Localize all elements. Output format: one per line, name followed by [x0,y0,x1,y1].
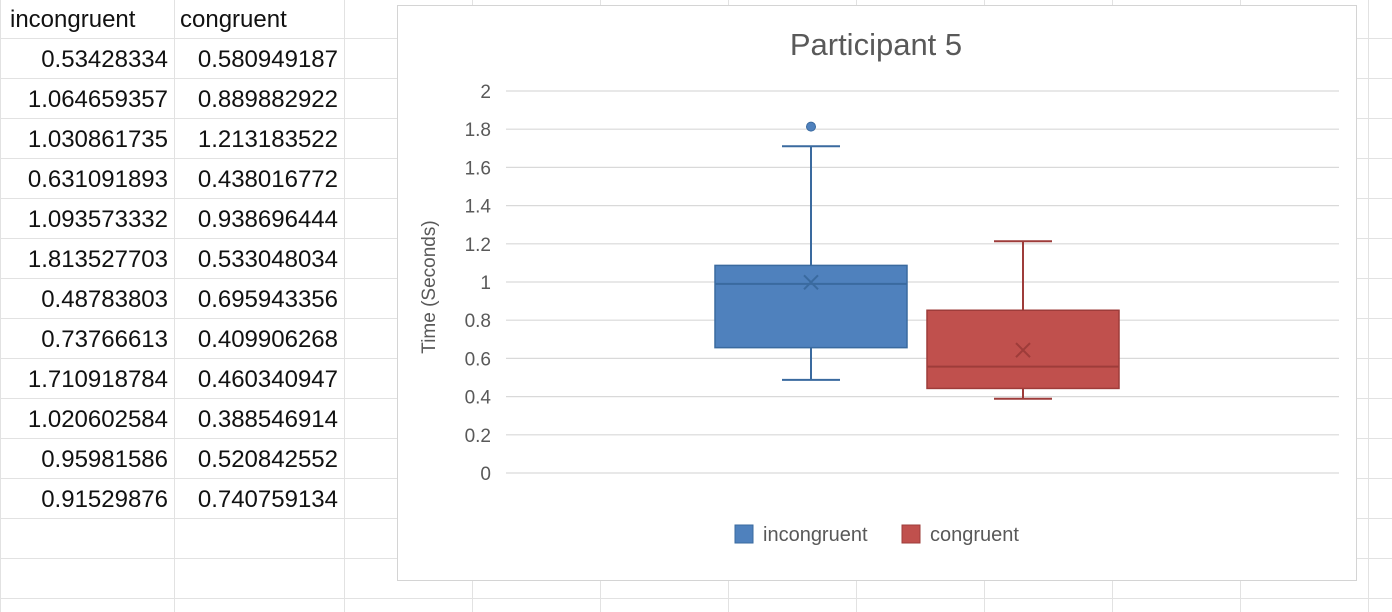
cell-congruent[interactable]: 0.938696444 [197,206,338,233]
y-tick-label: 1.4 [465,197,492,218]
outlier-point [806,121,816,132]
cell-congruent[interactable]: 0.533048034 [197,246,338,273]
box-incongruent [714,264,908,349]
column-header-incongruent[interactable]: incongruent [10,6,136,33]
box-plot-chart: Participant 5 Time (Seconds) 00.20.40.60… [419,27,1339,546]
cell-congruent[interactable]: 0.460340947 [197,366,338,393]
cell-congruent[interactable]: 0.409906268 [197,326,338,353]
cell-incongruent[interactable]: 1.030861735 [27,126,168,153]
cell-congruent[interactable]: 0.740759134 [197,486,338,513]
cell-incongruent[interactable]: 0.91529876 [41,486,168,513]
cell-incongruent[interactable]: 0.53428334 [41,46,168,73]
cell-congruent[interactable]: 0.889882922 [197,86,338,113]
cell-congruent[interactable]: 0.520842552 [197,446,338,473]
legend-swatch-incongruent [734,524,754,544]
cell-incongruent[interactable]: 0.631091893 [27,166,168,193]
cell-congruent[interactable]: 1.213183522 [197,126,338,153]
mean-marker-stroke [1015,342,1031,358]
cell-congruent[interactable]: 0.438016772 [197,166,338,193]
y-tick-label: 1.8 [465,120,491,141]
cell-incongruent[interactable]: 1.064659357 [27,86,168,113]
column-header-congruent[interactable]: congruent [180,6,287,33]
cell-incongruent[interactable]: 0.95981586 [41,446,168,473]
y-tick-label: 0.4 [465,388,492,409]
chart-container[interactable]: Participant 5 Time (Seconds) 0 0.2 0.4 0.6 0… [397,5,1357,581]
cell-congruent[interactable]: 0.695943356 [197,286,338,313]
legend-label-congruent: congruent [930,524,1019,546]
cell-incongruent[interactable]: 1.710918784 [27,366,168,393]
y-tick-label: 0.6 [465,349,491,370]
plot-area: 0 0.2 0.4 0.6 0.8 1 1.2 1.4 1.6 1.8 2 [465,82,1339,485]
y-axis-label: Time (Seconds) [419,220,440,353]
y-tick-label: 1 [480,273,491,294]
y-tick-label: 0.8 [465,311,491,332]
cell-incongruent[interactable]: 0.48783803 [41,286,168,313]
mean-marker-stroke [803,274,819,291]
legend-swatch-congruent [901,524,921,544]
cell-incongruent[interactable]: 1.020602584 [27,406,168,433]
chart-title: Participant 5 [790,27,962,62]
cell-incongruent[interactable]: 1.093573332 [27,206,168,233]
legend: incongruent congruent [734,524,1019,546]
mean-marker [1015,342,1031,358]
cell-incongruent[interactable]: 1.813527703 [27,246,168,273]
y-tick-label: 1.6 [465,158,491,179]
cell-congruent[interactable]: 0.580949187 [197,46,338,73]
y-tick-label: 2 [480,82,491,103]
y-tick-label: 1.2 [465,235,491,256]
cell-incongruent[interactable]: 0.73766613 [41,326,168,353]
y-tick-label: 0 [480,464,491,485]
legend-label-incongruent: incongruent [763,524,868,546]
cell-congruent[interactable]: 0.388546914 [197,406,338,433]
mean-marker [803,274,819,291]
y-tick-label: 0.2 [465,426,491,447]
